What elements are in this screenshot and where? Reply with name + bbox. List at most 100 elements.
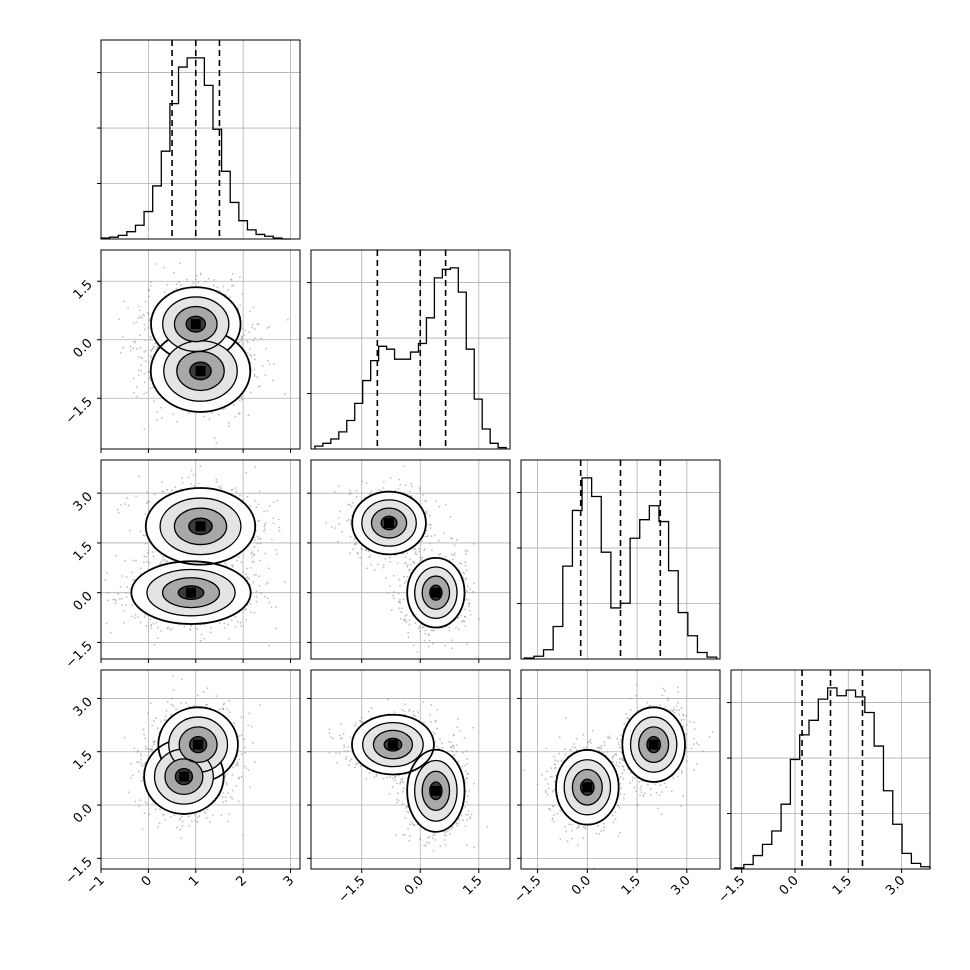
scatter-point	[175, 283, 178, 286]
scatter-point	[209, 820, 211, 823]
scatter-point	[174, 486, 177, 489]
scatter-point	[252, 306, 255, 309]
scatter-point	[232, 284, 235, 287]
scatter-point	[385, 577, 387, 580]
scatter-point	[158, 822, 161, 825]
scatter-point	[451, 537, 453, 540]
scatter-point	[199, 465, 202, 468]
scatter-point	[160, 406, 162, 409]
scatter-point	[352, 548, 355, 551]
scatter-point	[178, 281, 181, 284]
scatter-point	[250, 355, 253, 357]
density-peak	[190, 319, 201, 330]
scatter-point	[404, 614, 407, 617]
scatter-point	[248, 577, 250, 580]
panel-3-3	[727, 669, 931, 870]
scatter-point	[398, 578, 401, 581]
scatter-point	[469, 613, 472, 616]
scatter-point	[166, 283, 169, 286]
scatter-point	[224, 776, 227, 778]
scatter-point	[257, 549, 260, 552]
scatter-point	[437, 553, 440, 556]
scatter-point	[366, 567, 368, 570]
scatter-point	[243, 746, 246, 749]
scatter-point	[246, 567, 249, 570]
scatter-point	[152, 551, 154, 553]
scatter-point	[145, 502, 148, 505]
scatter-point	[162, 266, 165, 269]
scatter-point	[462, 571, 464, 574]
scatter-point	[420, 558, 423, 561]
scatter-point	[404, 580, 407, 583]
scatter-point	[251, 551, 253, 554]
scatter-point	[425, 510, 428, 512]
scatter-point	[241, 327, 244, 330]
scatter-point	[464, 578, 467, 581]
scatter-point	[158, 562, 161, 565]
scatter-point	[429, 527, 432, 529]
scatter-point	[453, 554, 456, 557]
scatter-point	[219, 485, 222, 488]
scatter-point	[114, 602, 117, 605]
scatter-point	[412, 644, 415, 647]
scatter-point	[439, 553, 442, 555]
scatter-point	[464, 615, 466, 618]
scatter-point	[130, 615, 133, 618]
scatter-point	[347, 503, 350, 506]
scatter-point	[215, 478, 218, 481]
panel-2-1	[310, 459, 511, 660]
scatter-point	[367, 550, 370, 553]
scatter-point	[283, 581, 286, 584]
scatter-point	[114, 599, 117, 602]
scatter-point	[135, 395, 138, 398]
scatter-point	[263, 524, 266, 526]
scatter-point	[212, 284, 215, 287]
scatter-point	[176, 420, 178, 423]
scatter-point	[150, 624, 152, 627]
scatter-point	[138, 305, 140, 308]
scatter-point	[275, 549, 278, 551]
panel-frame	[100, 249, 301, 450]
scatter-point	[309, 554, 311, 556]
scatter-point	[137, 374, 140, 377]
scatter-point	[408, 623, 411, 626]
scatter-point	[224, 244, 226, 246]
scatter-point	[148, 501, 151, 503]
scatter-point	[399, 483, 402, 486]
scatter-point	[147, 500, 149, 503]
scatter-point	[149, 354, 152, 357]
scatter-point	[223, 622, 226, 625]
scatter-point	[145, 625, 148, 628]
scatter-point	[144, 737, 146, 740]
scatter-point	[163, 291, 166, 294]
scatter-point	[360, 547, 363, 550]
scatter-point	[256, 376, 259, 378]
scatter-point	[264, 374, 267, 377]
scatter-point	[126, 586, 129, 588]
scatter-point	[132, 347, 135, 350]
scatter-point	[156, 727, 159, 730]
scatter-point	[222, 285, 225, 288]
scatter-point	[403, 582, 406, 585]
scatter-point	[382, 566, 385, 569]
scatter-point	[149, 338, 152, 341]
scatter-point	[134, 800, 137, 803]
scatter-point	[252, 553, 255, 555]
scatter-point	[140, 754, 143, 757]
scatter-point	[121, 335, 124, 338]
scatter-point	[386, 592, 389, 595]
scatter-point	[218, 708, 221, 711]
scatter-point	[228, 296, 231, 299]
panel-frame	[520, 459, 721, 660]
scatter-point	[234, 487, 237, 489]
panel-1-0	[100, 244, 301, 450]
scatter-point	[355, 541, 357, 544]
scatter-point	[234, 415, 237, 418]
scatter-point	[144, 300, 147, 303]
scatter-point	[240, 625, 243, 627]
scatter-point	[453, 552, 456, 555]
density-contour-line	[188, 517, 213, 536]
scatter-point	[144, 613, 147, 616]
scatter-point	[227, 623, 229, 626]
scatter-point	[138, 770, 140, 773]
